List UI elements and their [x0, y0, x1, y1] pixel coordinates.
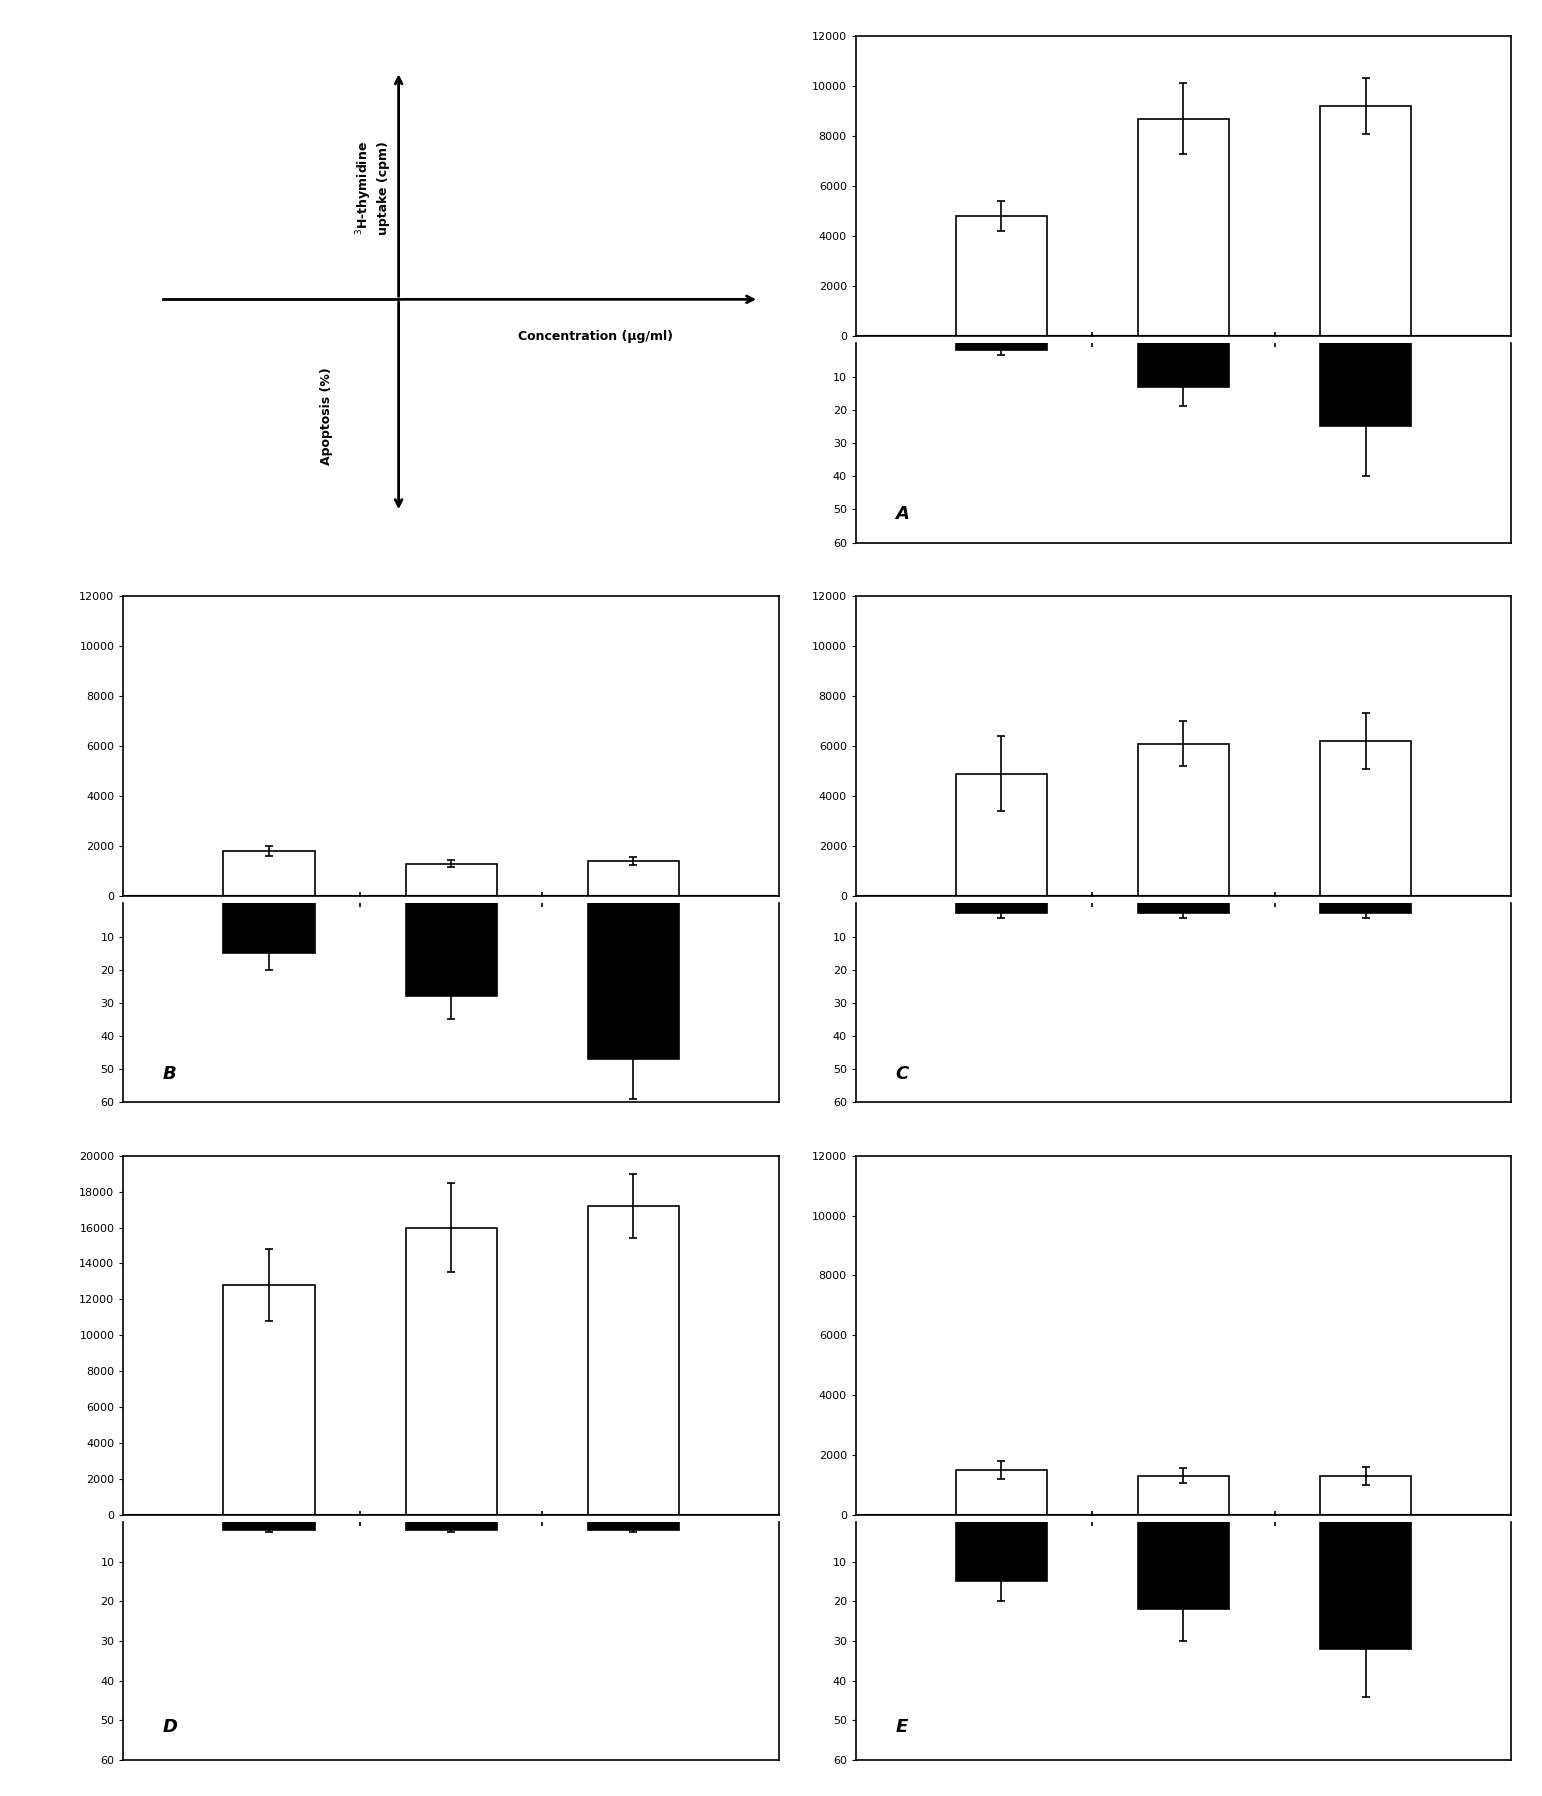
- Bar: [224, 903, 315, 954]
- Bar: [224, 1521, 315, 1530]
- Bar: [1320, 106, 1411, 336]
- Bar: [956, 1521, 1047, 1582]
- Bar: [406, 1521, 497, 1530]
- Bar: [1138, 1521, 1229, 1609]
- Bar: [406, 1227, 497, 1514]
- Bar: [406, 903, 497, 997]
- Text: Concentration (μg/ml): Concentration (μg/ml): [518, 330, 672, 343]
- Bar: [956, 903, 1047, 914]
- Bar: [1138, 119, 1229, 336]
- Bar: [1320, 742, 1411, 896]
- Bar: [1138, 903, 1229, 914]
- Bar: [588, 1521, 678, 1530]
- Text: Apoptosis (%): Apoptosis (%): [321, 366, 333, 465]
- Bar: [224, 851, 315, 896]
- Bar: [956, 1469, 1047, 1514]
- Bar: [956, 774, 1047, 896]
- Text: C: C: [894, 1065, 908, 1083]
- Bar: [956, 216, 1047, 336]
- Text: B: B: [162, 1065, 176, 1083]
- Bar: [224, 1284, 315, 1514]
- Text: E: E: [894, 1719, 907, 1737]
- Bar: [406, 864, 497, 896]
- Bar: [588, 860, 678, 896]
- Bar: [1320, 903, 1411, 914]
- Bar: [1320, 343, 1411, 426]
- Bar: [1138, 1476, 1229, 1514]
- Bar: [1320, 1521, 1411, 1649]
- Bar: [1138, 744, 1229, 896]
- Bar: [1138, 343, 1229, 386]
- Bar: [588, 1205, 678, 1514]
- Bar: [588, 903, 678, 1060]
- Text: $^3$H-thymidine
uptake (cpm): $^3$H-thymidine uptake (cpm): [355, 140, 390, 235]
- Text: D: D: [162, 1719, 177, 1737]
- Text: A: A: [894, 505, 908, 523]
- Bar: [1320, 1476, 1411, 1514]
- Bar: [956, 343, 1047, 350]
